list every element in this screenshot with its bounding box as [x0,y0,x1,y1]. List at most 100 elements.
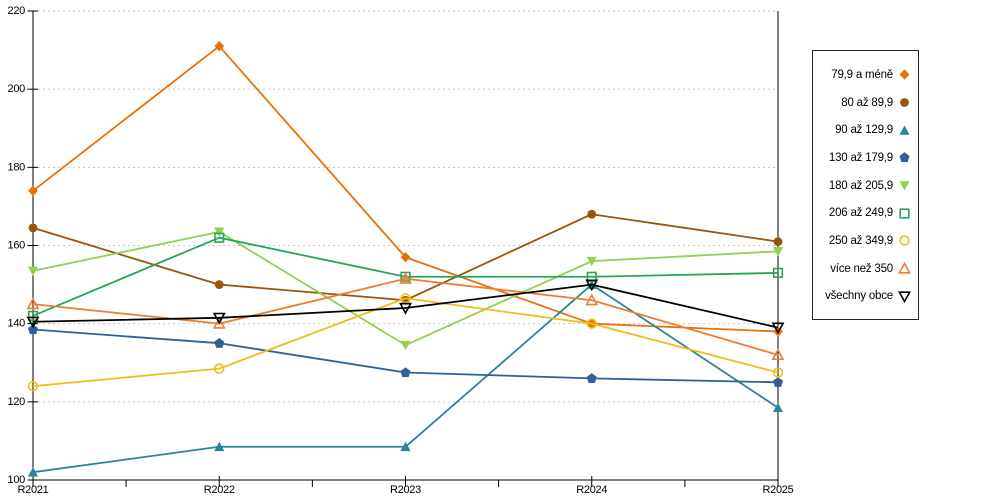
pentagon-marker-icon [400,367,411,378]
series-3-point-R2021 [28,324,38,335]
series-3-point-R2022 [214,338,225,348]
triangle-up-marker-icon [898,261,911,274]
pentagon-marker-icon [899,152,910,163]
legend-item-3: 130 až 179,9 [813,144,918,172]
triangle-down-marker-icon [27,266,39,276]
series-6-point-R2023 [400,293,411,304]
legend-marker [899,235,910,247]
x-tick-label-R2024: R2024 [576,484,607,496]
series-5-point-R2025 [772,267,784,278]
series-6-point-R2022 [214,363,225,374]
circle-marker-icon [28,223,38,233]
square-marker-icon [899,208,910,219]
triangle-up-marker-icon [585,293,599,306]
series-2-point-R2022 [214,441,225,452]
series-3-point-R2025 [773,377,783,387]
circle-marker-icon [773,237,783,246]
circle-marker-icon [586,318,597,329]
diamond-marker-icon [28,185,38,196]
y-tick-label-100: 100 [8,474,26,486]
legend-item-7: více než 350 [813,255,918,283]
series-6-point-R2024 [586,318,597,329]
series-7-point-R2024 [585,293,599,306]
circle-marker-icon [772,367,784,378]
triangle-down-marker-icon [585,279,599,292]
diamond-marker-icon [899,69,910,81]
x-tick-label-R2025: R2025 [763,484,794,496]
legend-item-0: 79,9 a méně [813,61,918,89]
series-line-6 [32,297,779,388]
legend-marker [898,261,911,274]
series-line-8 [32,283,779,329]
legend-label: 250 až 349,9 [828,234,893,247]
triangle-down-marker-icon [772,247,784,257]
series-4-point-R2022 [214,227,225,237]
series-8-point-R2025 [771,322,785,335]
series-5-point-R2021 [27,310,39,321]
legend-marker [900,98,909,107]
series-6-point-R2021 [27,381,39,392]
triangle-up-marker-icon [772,402,784,412]
x-tick-label-R2021: R2021 [18,484,49,496]
legend-marker [899,69,910,81]
series-7-point-R2023 [399,272,412,284]
legend-label: 79,9 a méně [831,68,893,81]
legend-label: 80 až 89,9 [841,96,893,109]
series-1-point-R2025 [773,237,783,246]
series-7-point-R2022 [212,317,226,329]
legend-label: 180 až 205,9 [828,179,893,192]
legend-item-6: 250 až 349,9 [813,227,918,255]
series-2-point-R2023 [400,441,411,452]
series-line-7 [32,277,779,356]
triangle-down-marker-icon [586,256,597,267]
square-marker-icon [214,232,225,243]
series-2-point-R2021 [27,467,39,477]
triangle-down-marker-icon [400,340,411,351]
series-4-point-R2023 [400,340,411,351]
legend-label: 206 až 249,9 [828,207,893,220]
series-1-point-R2021 [28,223,38,233]
legend-item-5: 206 až 249,9 [813,199,918,227]
series-5-point-R2022 [214,232,225,243]
legend-label: všechny obce [825,290,893,303]
x-tick-label-R2023: R2023 [390,484,421,496]
series-8-point-R2021 [26,316,40,329]
series-6-point-R2025 [772,367,784,378]
legend-item-8: všechny obce [813,282,918,310]
series-line-4 [32,230,779,347]
pentagon-marker-icon [773,377,783,387]
triangle-up-marker-icon [399,272,412,284]
triangle-down-marker-icon [399,302,412,315]
square-marker-icon [772,267,784,278]
triangle-up-marker-icon [27,467,39,477]
triangle-down-marker-icon [899,181,910,191]
y-tick-label-220: 220 [8,5,26,17]
legend-marker [899,208,910,219]
triangle-down-marker-icon [26,316,40,329]
series-8-point-R2024 [585,279,599,292]
series-4-point-R2025 [772,247,784,257]
triangle-down-marker-icon [214,227,225,237]
legend-label: více než 350 [830,262,893,275]
diamond-marker-icon [214,40,225,52]
circle-marker-icon [400,293,411,304]
circle-marker-icon [27,381,39,392]
legend-marker [899,181,910,191]
triangle-up-marker-icon [214,441,225,452]
circle-marker-icon [900,98,909,107]
y-tick-label-140: 140 [8,318,26,330]
legend-marker [898,291,911,303]
triangle-up-marker-icon [26,297,40,310]
triangle-down-marker-icon [771,322,785,335]
series-0-point-R2022 [214,40,225,52]
triangle-down-marker-icon [898,291,911,303]
legend-marker [899,125,910,135]
circle-marker-icon [214,363,225,374]
y-tick-label-180: 180 [8,161,26,173]
series-3-point-R2023 [400,367,411,378]
series-7-point-R2021 [26,297,40,310]
x-tick-label-R2022: R2022 [204,484,235,496]
y-tick-label-160: 160 [8,240,26,252]
